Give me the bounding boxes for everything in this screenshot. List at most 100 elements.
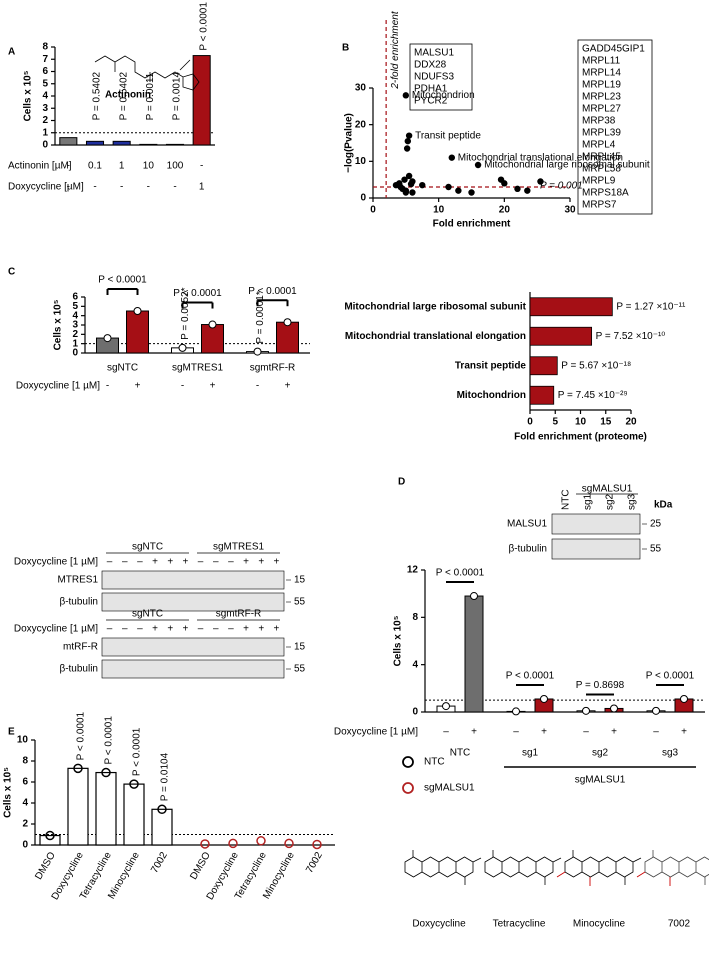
bar-dot	[652, 706, 660, 715]
gene-name: MRPS18A	[582, 188, 629, 199]
gene-name: DDX28	[414, 60, 447, 71]
y-tick-label: 2	[22, 819, 28, 830]
structure-drawing	[404, 850, 482, 885]
y-tick-label: 0	[412, 707, 418, 718]
blot-kda: 55	[294, 664, 306, 675]
point	[405, 172, 413, 180]
row-value: 0.1	[88, 161, 102, 172]
bar	[139, 143, 158, 146]
structure-label: Actinonin	[105, 90, 151, 101]
bar-dot	[103, 334, 112, 343]
p-label: P = 0.0052*	[180, 287, 191, 339]
blot-lane: +	[243, 624, 249, 635]
row-value: 10	[143, 161, 155, 172]
row-value: -	[93, 182, 96, 193]
bar	[529, 297, 613, 317]
treatment-label: +	[541, 727, 547, 738]
y-tick-label: 2	[42, 115, 48, 126]
row-value: 1	[199, 182, 205, 193]
y-tick-label: 4	[72, 310, 78, 321]
p-label: P = 1.27 ×10⁻¹¹	[616, 301, 686, 312]
treatment-label: +	[135, 381, 141, 392]
blot-kda-header: kDa	[654, 500, 673, 511]
y-tick-label: 1	[72, 338, 78, 349]
blot-kda: 15	[294, 642, 306, 653]
blot-lane: –	[228, 624, 234, 635]
point	[397, 183, 404, 191]
blot-strip	[101, 570, 285, 590]
point	[468, 189, 475, 196]
point	[405, 132, 413, 139]
y-tick-label: 0	[72, 348, 78, 359]
point	[129, 779, 139, 789]
bar	[276, 321, 299, 354]
treatment-label: -	[181, 381, 184, 392]
blot-kda: 55	[650, 544, 662, 555]
x-tick-label: 7002	[149, 850, 170, 875]
x-tick-label: 0	[370, 205, 376, 216]
blot-lane: +	[152, 557, 158, 568]
gene-name: PDHA1	[414, 84, 448, 95]
y-tick-label: 0	[360, 193, 366, 204]
point	[537, 178, 544, 185]
legend-label: NTC	[424, 757, 445, 768]
structure-drawing	[644, 850, 709, 885]
p-label: P < 0.0001	[198, 2, 209, 51]
structure-highlight	[556, 871, 591, 886]
row-name: Actinonin [µM]	[8, 161, 72, 172]
blot-row-label: β-tubulin	[59, 664, 98, 675]
point	[157, 804, 167, 815]
p-label: P < 0.0001	[76, 711, 87, 760]
blot-lane: +	[167, 557, 173, 568]
p-label: P = 0.0001*	[255, 291, 266, 343]
bracket-label: P < 0.0001	[248, 286, 297, 297]
blot-lane: sg3	[627, 493, 638, 510]
row-value: -	[173, 182, 176, 193]
blot-kda: 15	[294, 575, 306, 586]
gene-name: MRPL4	[582, 140, 616, 151]
bracket-label: P < 0.0001	[173, 288, 222, 299]
bar	[529, 356, 558, 376]
blot-lane: +	[258, 557, 264, 568]
point-label: Mitochondrion	[412, 90, 475, 101]
blot-lane: +	[182, 557, 188, 568]
blot-group: sgMALSU1	[582, 484, 633, 495]
bar	[529, 385, 555, 405]
treatment-label: –	[653, 727, 659, 738]
structure-label: Doxycycline	[412, 919, 466, 930]
point	[514, 185, 521, 193]
gene-name: MRP38	[582, 116, 616, 127]
point	[101, 767, 111, 778]
blot-lane: –	[213, 557, 219, 568]
category-label: NTC	[450, 748, 471, 759]
blot-lane: –	[137, 557, 143, 568]
bar	[192, 55, 211, 146]
bracket-label: P < 0.0001	[646, 671, 695, 682]
y-tick-label: 8	[22, 756, 28, 767]
blot-lane: –	[107, 557, 113, 568]
category-label: sg1	[522, 748, 539, 759]
y-tick-label: 5	[72, 301, 78, 312]
blot-lane: sg2	[605, 493, 616, 510]
treatment-name: Doxycycline [1 µM]	[334, 727, 418, 738]
y-tick-label: 4	[42, 91, 48, 102]
blot-row-label: MALSU1	[507, 519, 547, 530]
y-tick-label: 3	[72, 320, 78, 331]
blot-kda: 25	[650, 519, 662, 530]
blot-group: sgMTRES1	[213, 542, 265, 553]
x-tick-label: 7002	[304, 850, 325, 875]
row-value: 1	[119, 161, 125, 172]
gene-name: MALSU1	[414, 48, 454, 59]
bracket-label: P < 0.0001	[436, 568, 485, 579]
bar-dot	[442, 702, 450, 711]
category-label: sgNTC	[107, 363, 138, 374]
treatment-label: +	[681, 727, 687, 738]
blot-strip	[551, 538, 641, 560]
blot-lane: –	[122, 624, 128, 635]
bar-dot	[540, 694, 548, 703]
bar-dot	[178, 343, 187, 352]
point	[228, 838, 238, 849]
bar-dot	[582, 706, 590, 715]
y-tick-label: 4	[22, 798, 28, 809]
treatment-label: –	[443, 727, 449, 738]
